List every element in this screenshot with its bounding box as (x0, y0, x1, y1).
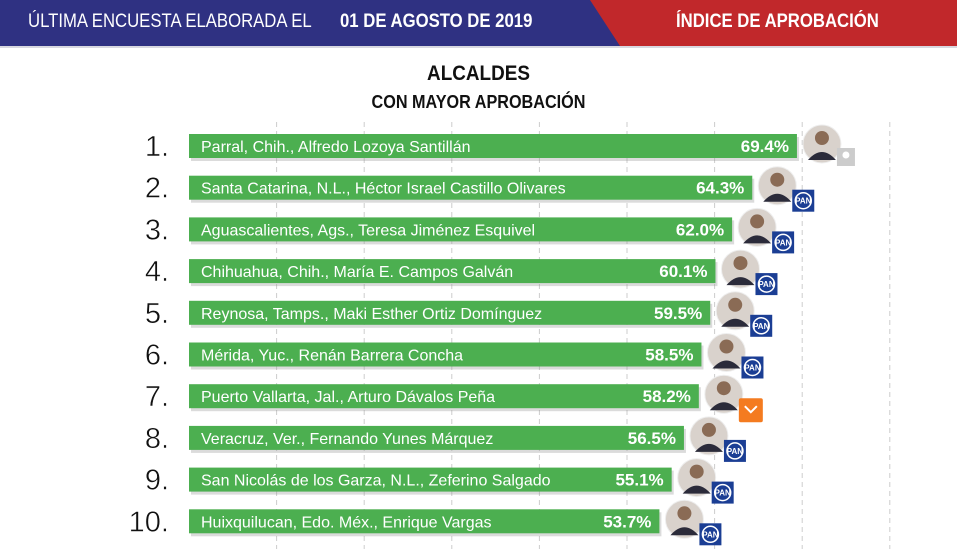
mayor-photo-body-icon (726, 277, 755, 286)
rank-label: 3. (145, 214, 169, 246)
rank-label: 10. (129, 506, 169, 538)
rank-label: 2. (145, 173, 169, 205)
bar-category-label: Puerto Vallarta, Jal., Arturo Dávalos Pe… (201, 389, 495, 406)
mayor-photo-face-icon (814, 131, 829, 145)
mayor-photo-face-icon (728, 297, 743, 312)
mayor-photo-face-icon (750, 214, 765, 229)
pan-logo-ring-icon (743, 358, 762, 377)
mayor-photo-face-icon (716, 381, 731, 396)
chart-subtitle: CON MAYOR APROBACIÓN (371, 92, 586, 112)
bar-value-label: 62.0% (676, 220, 724, 239)
mayor-photo-body-icon (721, 318, 750, 327)
bar (189, 384, 699, 409)
bar-value-label: 53.7% (603, 512, 651, 531)
survey-date: 01 DE AGOSTO DE 2019 (340, 11, 533, 32)
pan-logo-ring-icon (701, 525, 720, 544)
pan-logo-text: PAN (775, 238, 792, 247)
survey-label: ÚLTIMA ENCUESTA ELABORADA EL (28, 11, 312, 32)
mc-eagle-icon (744, 405, 758, 414)
mayor-photo-face-icon (689, 464, 704, 479)
approval-index-label: ÍNDICE DE APROBACIÓN (676, 11, 879, 32)
rank-label: 1. (145, 131, 169, 163)
bar-category-label: Mérida, Yuc., Renán Barrera Concha (201, 348, 463, 365)
pan-logo-text: PAN (758, 280, 775, 289)
pan-logo-ring-icon (726, 442, 744, 460)
mayor-photo-body-icon (763, 193, 792, 202)
rank-label: 4. (145, 256, 169, 288)
bar (189, 134, 797, 158)
bar (189, 467, 672, 492)
bar-category-label: Santa Catarina, N.L., Héctor Israel Cast… (201, 181, 566, 198)
pan-logo-text: PAN (715, 489, 732, 498)
bar (189, 217, 733, 242)
mayor-photo-body-icon (694, 443, 723, 452)
bar-category-label: Huixquilucan, Edo. Méx., Enrique Vargas (201, 514, 492, 531)
movimiento-ciudadano-logo-icon (738, 398, 763, 423)
bar-category-label: Reynosa, Tamps., Maki Esther Ortiz Domín… (201, 306, 542, 323)
bar-value-label: 60.1% (659, 262, 707, 281)
mayor-photo-face-icon (733, 256, 748, 271)
bar-category-label: Aguascalientes, Ags., Teresa Jiménez Esq… (201, 222, 535, 239)
bar (189, 425, 684, 450)
mayor-photo-face-icon (719, 339, 734, 354)
mayor-photo-face-icon (701, 422, 716, 437)
mayor-photo-body-icon (709, 402, 738, 411)
bar-category-label: Chihuahua, Chih., María E. Campos Galván (201, 264, 513, 281)
mayor-photo-face-icon (677, 506, 692, 521)
pan-logo-ring-icon (794, 191, 813, 210)
pan-logo-ring-icon (757, 275, 776, 293)
bar-category-label: Parral, Chih., Alfredo Lozoya Santillán (201, 139, 470, 156)
bar (189, 300, 711, 325)
pan-logo-text: PAN (744, 364, 761, 373)
bar (189, 175, 753, 200)
bar-value-label: 58.2% (643, 387, 691, 406)
pan-logo-ring-icon (752, 317, 770, 335)
rank-label: 9. (145, 465, 169, 497)
bar-value-label: 55.1% (615, 471, 663, 490)
mayor-photo-face-icon (770, 172, 785, 187)
mayor-photo-body-icon (743, 235, 772, 244)
bar (189, 509, 660, 534)
bar (189, 342, 702, 367)
rank-label: 8. (145, 423, 169, 455)
header-red-section (590, 0, 957, 46)
mayor-photo-body-icon (682, 485, 711, 494)
chart-title: ALCALDES (427, 62, 530, 85)
bar-value-label: 64.3% (696, 179, 744, 198)
bar-value-label: 58.5% (645, 346, 693, 365)
rank-label: 6. (145, 340, 169, 372)
pan-logo-text: PAN (795, 197, 812, 206)
mayor-photo-body-icon (670, 527, 699, 536)
mayor-photo-body-icon (807, 152, 836, 160)
pan-logo-text: PAN (727, 447, 744, 456)
pan-logo-ring-icon (713, 483, 732, 502)
bar-value-label: 56.5% (628, 429, 676, 448)
bar-value-label: 69.4% (741, 137, 789, 156)
bar (189, 259, 716, 284)
rank-label: 5. (145, 298, 169, 330)
placeholder-person-icon (842, 151, 850, 159)
bar-value-label: 59.5% (654, 304, 702, 323)
pan-logo-text: PAN (702, 530, 719, 539)
mayor-photo-body-icon (712, 360, 741, 369)
bar-category-label: Veracruz, Ver., Fernando Yunes Márquez (201, 431, 493, 448)
pan-logo-ring-icon (774, 233, 792, 252)
rank-label: 7. (145, 381, 169, 413)
bar-category-label: San Nicolás de los Garza, N.L., Zeferino… (201, 473, 551, 490)
pan-logo-text: PAN (753, 322, 770, 331)
